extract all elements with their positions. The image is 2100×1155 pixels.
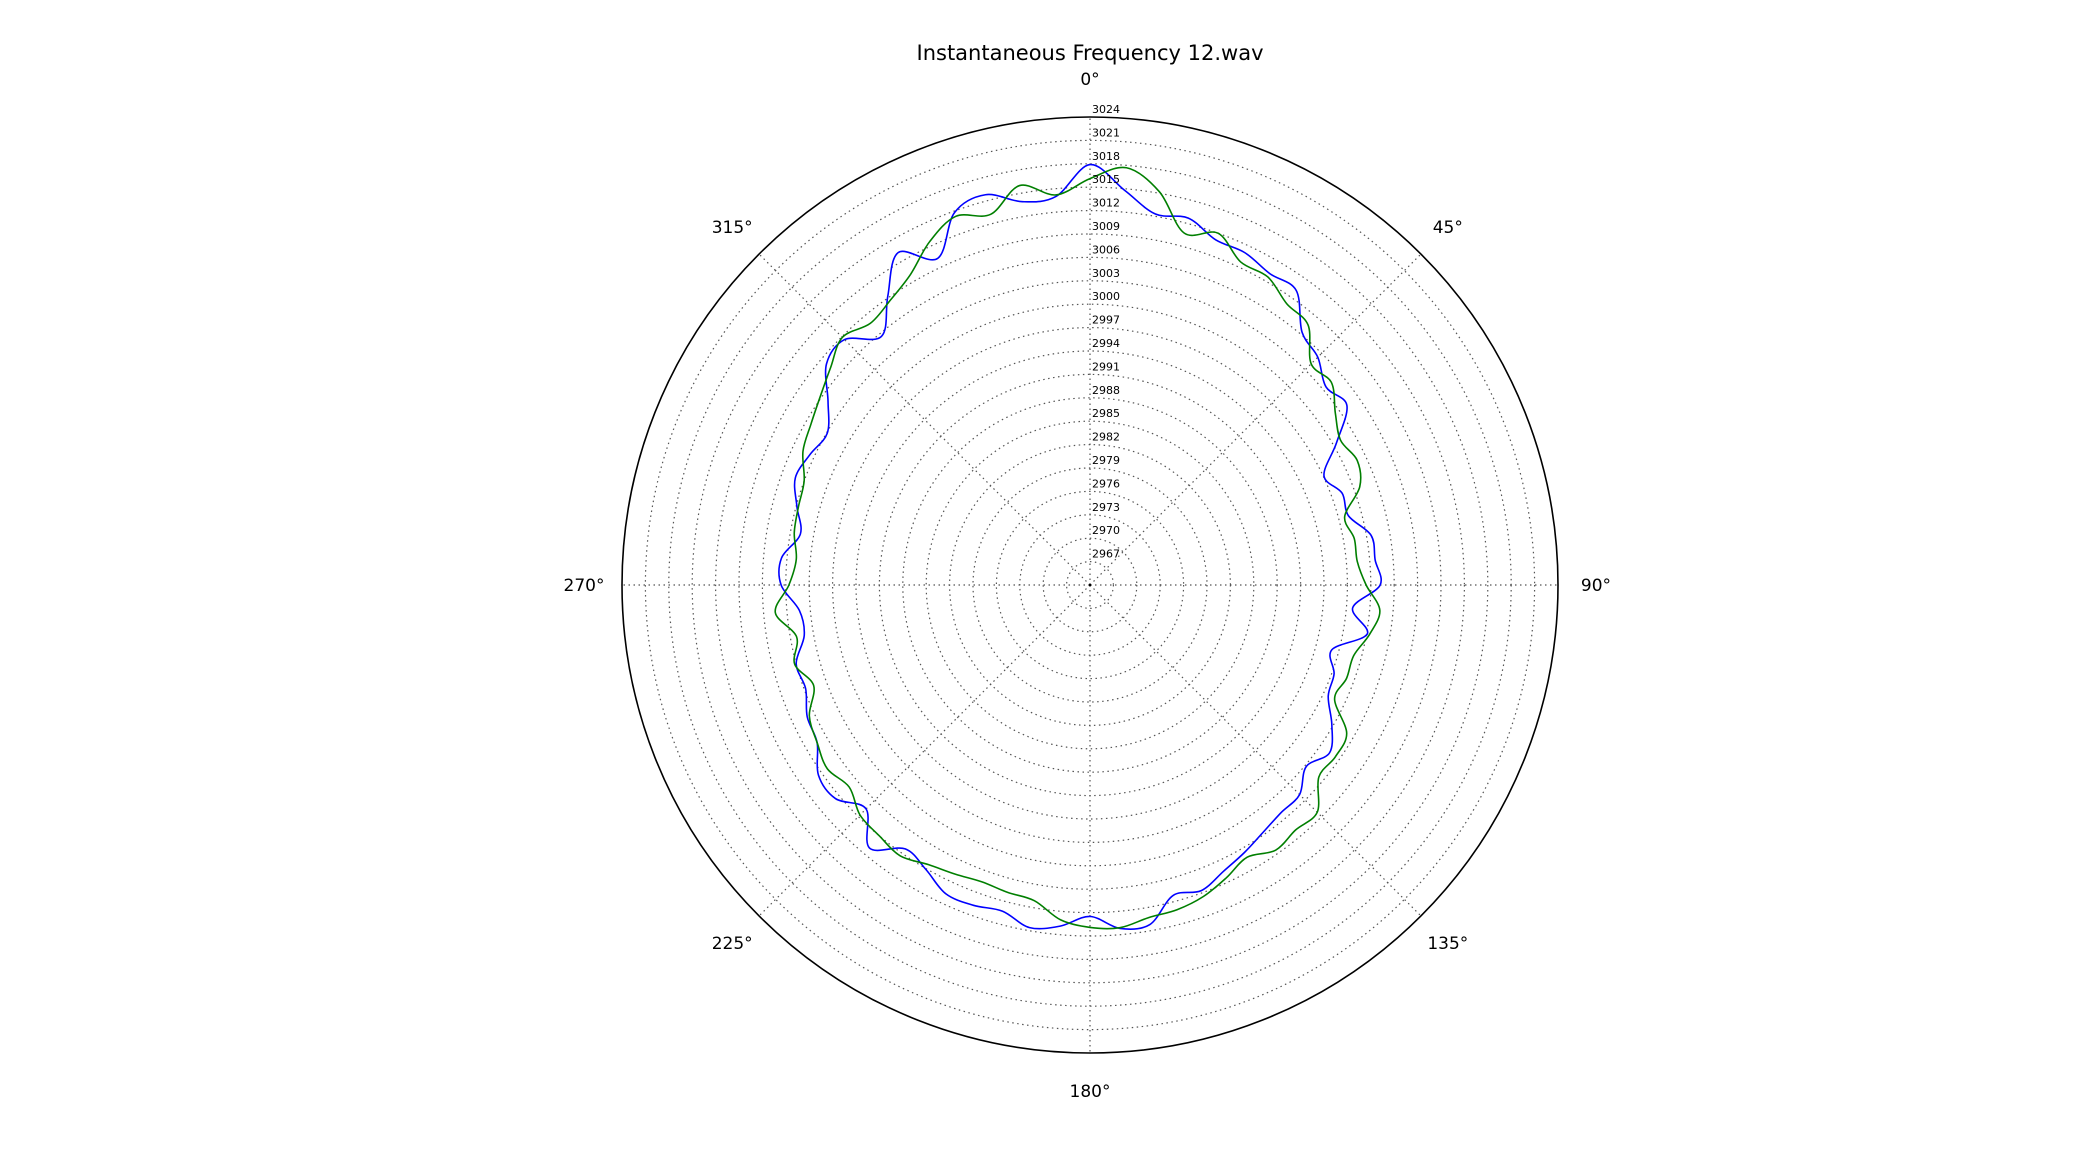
grid-ring [691, 186, 1489, 984]
radial-tick-labels: 2967 2970 2973 2976 2979 2982 2985 2988 2991 2994… [1092, 103, 1120, 561]
grid-spoke [758, 253, 1091, 586]
radial-tick-label: 2982 [1092, 431, 1120, 444]
series-line-blue [778, 163, 1382, 931]
grid-ring [995, 490, 1185, 680]
grid-ring [925, 420, 1255, 750]
radial-tick-label: 2985 [1092, 407, 1120, 420]
radial-tick-label: 2979 [1092, 454, 1120, 467]
angle-tick-labels: 0° 45° 90° 135° 180° 225° 270° 315° [564, 70, 1612, 1102]
radial-tick-label: 2973 [1092, 501, 1120, 514]
angle-tick-label: 135° [1427, 934, 1468, 954]
grid-ring [855, 350, 1325, 820]
angle-tick-label: 90° [1581, 576, 1611, 596]
grid-ring [831, 327, 1348, 843]
radial-tick-label: 2976 [1092, 477, 1120, 490]
radial-tick-label: 2988 [1092, 384, 1120, 397]
grid-ring [714, 210, 1465, 960]
grid-ring [902, 397, 1278, 773]
angle-tick-label: 45° [1433, 218, 1463, 238]
radial-tick-label: 3024 [1092, 103, 1120, 116]
series-line-green [774, 166, 1381, 930]
radial-tick-label: 2970 [1092, 524, 1120, 537]
radial-tick-label: 3003 [1092, 267, 1120, 280]
radial-tick-label: 3012 [1092, 197, 1120, 210]
polar-grid [621, 116, 1559, 1054]
grid-ring [972, 467, 1208, 703]
radial-tick-label: 2994 [1092, 337, 1120, 350]
angle-tick-label: 225° [712, 934, 753, 954]
grid-spoke [1089, 253, 1422, 586]
grid-ring [644, 139, 1536, 1031]
radial-tick-label: 3021 [1092, 126, 1120, 139]
grid-spoke [1089, 584, 1422, 917]
grid-ring [785, 280, 1395, 890]
chart-title: Instantaneous Frequency 12.wav [917, 41, 1264, 65]
radial-tick-label: 3000 [1092, 290, 1120, 303]
angle-tick-label: 0° [1080, 70, 1099, 90]
radial-tick-label: 3006 [1092, 243, 1120, 256]
angle-tick-label: 180° [1070, 1082, 1111, 1102]
series-group [774, 163, 1382, 931]
grid-spoke [758, 584, 1091, 917]
center-point [1088, 583, 1092, 587]
radial-tick-label: 3018 [1092, 150, 1120, 163]
angle-tick-label: 315° [712, 218, 753, 238]
radial-tick-label: 2997 [1092, 314, 1120, 327]
radial-tick-label: 3015 [1092, 173, 1120, 186]
polar-frame [621, 116, 1559, 1054]
radial-tick-label: 2991 [1092, 360, 1120, 373]
radial-tick-label: 3009 [1092, 220, 1120, 233]
grid-ring [1065, 560, 1114, 609]
radial-tick-label: 2967 [1092, 548, 1120, 561]
angle-tick-label: 270° [564, 576, 605, 596]
grid-ring [1042, 537, 1138, 633]
